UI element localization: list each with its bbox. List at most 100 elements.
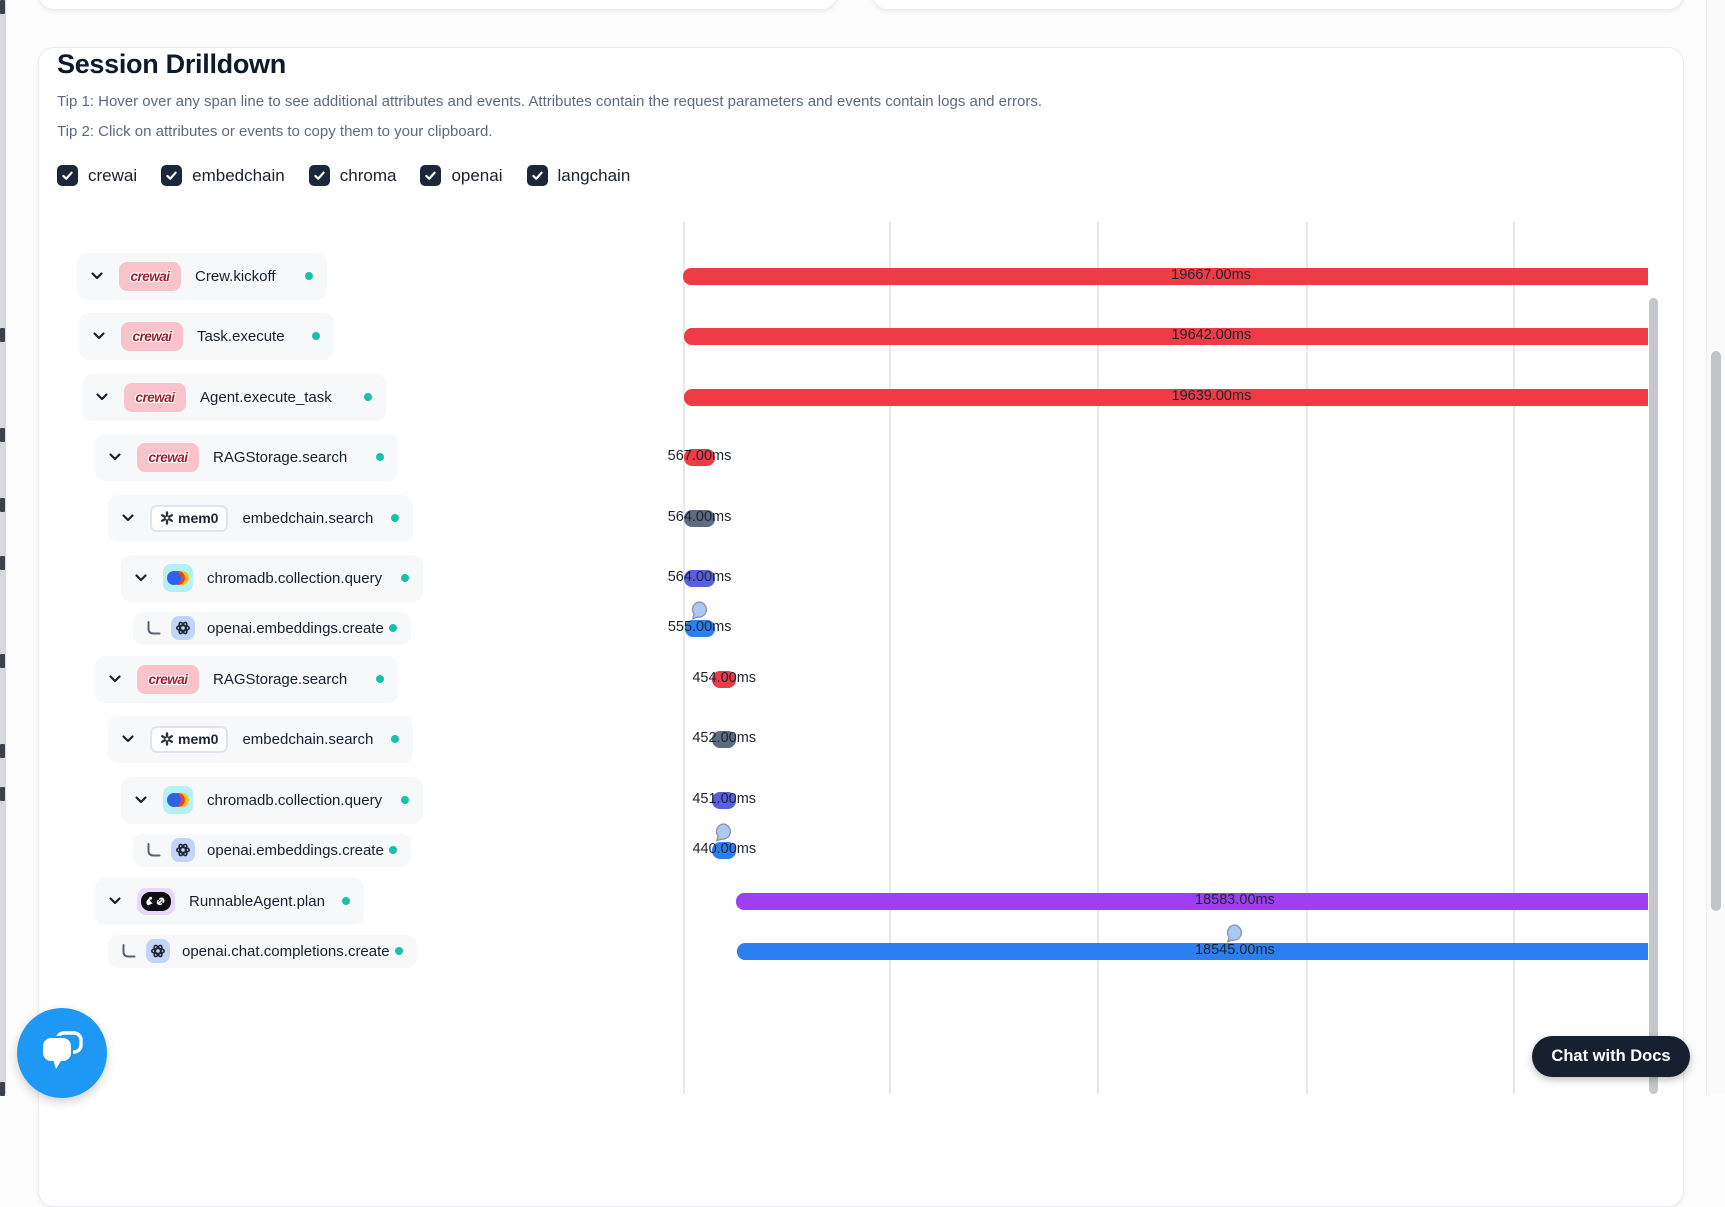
provider-filters: crewai embedchain chroma openai — [57, 165, 630, 186]
span-name: Agent.execute_task — [200, 388, 332, 406]
chevron-down-icon — [109, 453, 121, 461]
background-text-fragment — [0, 1082, 5, 1096]
span-bar-chromadb.collection.query[interactable] — [712, 791, 737, 809]
toggle-icon[interactable] — [133, 792, 149, 808]
status-dot — [401, 796, 409, 804]
span-bar-chromadb.collection.query[interactable] — [684, 569, 715, 587]
toggle-icon[interactable] — [107, 893, 123, 909]
provider-filter-crewai[interactable]: crewai — [57, 165, 137, 186]
chat-with-docs-button[interactable]: Chat with Docs — [1532, 1036, 1690, 1077]
corner-connector-icon — [147, 842, 161, 856]
toggle-icon[interactable] — [120, 943, 136, 959]
crewai-logo: crewai — [124, 382, 186, 412]
check-icon — [531, 171, 543, 180]
event-bubble-icon[interactable] — [690, 600, 710, 620]
toggle-icon[interactable] — [94, 389, 110, 405]
span-bar-embedchain.search[interactable] — [684, 509, 715, 527]
provider-filter-embedchain[interactable]: embedchain — [161, 165, 285, 186]
openai-logo — [146, 939, 170, 963]
langchain-logo — [137, 887, 175, 915]
span-bar-openai.chat.completions.create[interactable] — [736, 942, 1648, 960]
chevron-down-icon — [135, 574, 147, 582]
toggle-icon[interactable] — [145, 620, 161, 636]
crewai-logo: crewai — [119, 261, 181, 291]
span-name: openai.chat.completions.create — [182, 942, 390, 960]
provider-filter-label[interactable]: langchain — [557, 165, 631, 185]
span-name: RAGStorage.search — [213, 670, 348, 688]
status-dot — [395, 947, 403, 955]
toggle-icon[interactable] — [107, 449, 123, 465]
span-name: embedchain.search — [242, 509, 374, 527]
span-tree-row-openai.chat.completions.create[interactable]: openai.chat.completions.create — [108, 934, 417, 968]
span-tree-row-Agent.execute_task[interactable]: crewai Agent.execute_task — [82, 373, 386, 421]
span-name: openai.embeddings.create — [207, 841, 384, 859]
window-scrollbar-track[interactable] — [1706, 0, 1725, 1094]
check-icon — [62, 171, 73, 180]
span-bar-RAGStorage.search[interactable] — [711, 670, 737, 688]
status-dot — [391, 735, 399, 743]
span-tree-row-openai.embeddings.create[interactable]: openai.embeddings.create — [133, 833, 411, 867]
status-dot — [376, 453, 384, 461]
toggle-icon[interactable] — [89, 268, 105, 284]
openai-logo — [171, 616, 195, 640]
span-tree-row-embedchain.search[interactable]: mem0 embedchain.search — [108, 494, 413, 542]
provider-filter-openai[interactable]: openai — [420, 165, 503, 186]
span-bar-RAGStorage.search[interactable] — [684, 448, 715, 466]
event-bubble-icon[interactable] — [714, 822, 734, 842]
span-tree-row-chromadb.collection.query[interactable]: chromadb.collection.query — [121, 776, 423, 824]
provider-filter-label[interactable]: chroma — [339, 165, 397, 185]
checkbox-checked[interactable] — [526, 165, 548, 186]
chroma-logo — [163, 786, 193, 814]
span-tree-row-openai.embeddings.create[interactable]: openai.embeddings.create — [133, 611, 411, 645]
span-tree-row-Crew.kickoff[interactable]: crewai Crew.kickoff — [77, 252, 327, 300]
chat-widget-button[interactable] — [17, 1008, 107, 1098]
background-text-fragment — [0, 428, 5, 442]
provider-filter-label[interactable]: openai — [451, 165, 503, 185]
provider-filter-chroma[interactable]: chroma — [308, 165, 397, 186]
toggle-icon[interactable] — [145, 842, 161, 858]
window-scrollbar-thumb[interactable] — [1711, 351, 1721, 911]
span-bar-Crew.kickoff[interactable] — [683, 267, 1648, 285]
timeline-scrollbar-thumb[interactable] — [1649, 298, 1658, 1094]
status-dot — [391, 514, 399, 522]
chevron-down-icon — [93, 332, 105, 340]
span-bar-Task.execute[interactable] — [683, 327, 1648, 345]
chat-bubbles-icon — [38, 1029, 86, 1078]
toggle-icon[interactable] — [91, 328, 107, 344]
timeline-gridline — [683, 222, 685, 1094]
chevron-down-icon — [109, 675, 121, 683]
timeline-gridline — [1097, 222, 1099, 1094]
span-bar-openai.embeddings.create[interactable] — [712, 841, 737, 859]
background-text-fragment — [0, 654, 5, 668]
checkbox-checked[interactable] — [308, 165, 330, 186]
provider-filter-langchain[interactable]: langchain — [526, 165, 631, 186]
span-name: embedchain.search — [242, 730, 374, 748]
background-text-fragment — [0, 787, 5, 801]
status-dot — [389, 624, 397, 632]
crewai-logo: crewai — [137, 664, 199, 694]
span-bar-Agent.execute_task[interactable] — [684, 388, 1648, 406]
span-bar-embedchain.search[interactable] — [712, 730, 737, 748]
provider-filter-label[interactable]: crewai — [88, 165, 138, 185]
span-tree-row-chromadb.collection.query[interactable]: chromadb.collection.query — [121, 554, 423, 602]
span-tree-row-RunnableAgent.plan[interactable]: RunnableAgent.plan — [95, 877, 364, 925]
corner-connector-icon — [122, 943, 136, 957]
checkbox-checked[interactable] — [57, 165, 78, 186]
event-bubble-icon[interactable] — [1225, 923, 1245, 943]
span-tree-row-RAGStorage.search[interactable]: crewai RAGStorage.search — [95, 433, 398, 481]
provider-filter-label[interactable]: embedchain — [192, 165, 285, 185]
span-tree-row-embedchain.search[interactable]: mem0 embedchain.search — [108, 715, 413, 763]
span-tree-row-Task.execute[interactable]: crewai Task.execute — [79, 312, 334, 360]
checkbox-checked[interactable] — [161, 165, 183, 186]
toggle-icon[interactable] — [133, 570, 149, 586]
toggle-icon[interactable] — [107, 671, 123, 687]
tip-1-text: Tip 1: Hover over any span line to see a… — [57, 93, 1043, 110]
toggle-icon[interactable] — [120, 731, 136, 747]
checkbox-checked[interactable] — [420, 165, 442, 186]
span-bar-RunnableAgent.plan[interactable] — [736, 892, 1648, 910]
toggle-icon[interactable] — [120, 510, 136, 526]
span-bar-openai.embeddings.create[interactable] — [684, 619, 715, 637]
span-tree-row-RAGStorage.search[interactable]: crewai RAGStorage.search — [95, 655, 398, 703]
status-dot — [312, 332, 320, 340]
status-dot — [342, 897, 350, 905]
